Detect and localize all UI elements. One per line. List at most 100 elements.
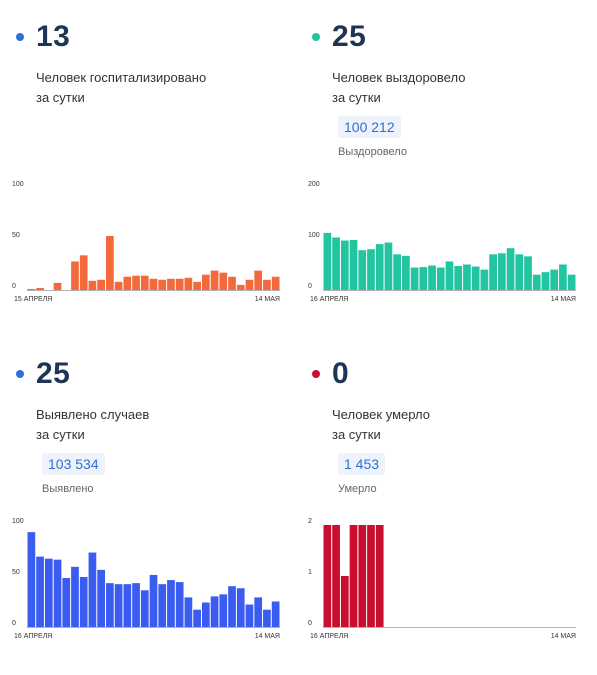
deaths-description: Человек умерло за сутки: [332, 405, 430, 445]
hospitalized-line2: за сутки: [36, 90, 85, 105]
bar: [358, 250, 367, 290]
recovered-line2: за сутки: [332, 90, 381, 105]
bar: [375, 525, 384, 627]
recovered-line1: Человек выздоровело: [332, 70, 466, 85]
bar: [367, 249, 375, 290]
bar: [106, 235, 114, 290]
hospitalized-description: Человек госпитализировано за сутки: [36, 68, 206, 108]
bar: [167, 278, 175, 290]
x-start-label: 16 АПРЕЛЯ: [310, 633, 348, 640]
bar: [149, 278, 158, 290]
bar: [53, 559, 62, 627]
bar: [254, 597, 263, 627]
bar: [210, 270, 219, 290]
y-tick-label: 100: [308, 232, 320, 239]
cases-line2: за сутки: [36, 427, 85, 442]
bar: [219, 594, 228, 627]
hospitalized-dot-icon: [16, 33, 24, 41]
recovered-total: 100 212: [338, 116, 401, 138]
bar: [236, 588, 245, 627]
bar: [236, 284, 245, 290]
bar: [175, 582, 184, 627]
cases-description: Выявлено случаев за сутки: [36, 405, 149, 445]
cases-value: 25: [36, 357, 71, 390]
bar: [454, 266, 463, 290]
y-tick-label: 50: [12, 232, 20, 239]
y-tick-label: 100: [12, 518, 24, 525]
cases-dot-icon: [16, 370, 24, 378]
bar: [384, 242, 393, 290]
bar: [332, 237, 340, 290]
bar: [175, 278, 184, 290]
bar: [27, 288, 36, 290]
bar: [419, 267, 428, 290]
bar: [340, 576, 349, 627]
hospitalized-chart: 0 50 100 15 АПРЕЛЯ 14 МАЯ: [12, 181, 280, 303]
x-end-label: 14 МАЯ: [551, 296, 576, 303]
bar: [27, 532, 36, 627]
bar: [524, 256, 532, 290]
bar: [480, 269, 489, 290]
bar: [88, 280, 97, 290]
deaths-card: 0 Человек умерло за сутки 1 453 Умерло 0…: [308, 355, 597, 675]
bar: [201, 602, 210, 627]
x-start-label: 16 АПРЕЛЯ: [310, 296, 348, 303]
bar: [114, 584, 123, 627]
bar: [445, 261, 454, 290]
bar: [193, 281, 201, 290]
bar: [210, 596, 219, 627]
bar: [358, 525, 367, 627]
bar: [263, 609, 271, 627]
bar: [71, 261, 79, 290]
bar: [71, 566, 79, 627]
bar: [375, 244, 384, 290]
bar: [167, 580, 175, 627]
bar: [410, 267, 419, 290]
bar: [184, 277, 193, 290]
deaths-total: 1 453: [338, 453, 386, 475]
bar: [245, 604, 254, 627]
x-end-label: 14 МАЯ: [255, 633, 280, 640]
bar: [184, 597, 193, 627]
bar: [323, 232, 332, 290]
bar: [271, 601, 280, 627]
bar: [140, 275, 149, 290]
recovered-chart: 0 100 200 16 АПРЕЛЯ 14 МАЯ: [308, 181, 576, 303]
bar: [79, 255, 88, 290]
bar: [515, 254, 524, 290]
hospitalized-line1: Человек госпитализировано: [36, 70, 207, 85]
bar: [106, 583, 114, 627]
bar: [158, 279, 167, 290]
bar: [559, 264, 567, 290]
hospitalized-value: 13: [36, 20, 71, 53]
bar: [201, 274, 210, 290]
hospitalized-card: 13 Человек госпитализировано за сутки 0 5…: [12, 18, 302, 338]
bar: [97, 279, 106, 290]
bar: [332, 525, 340, 627]
bar: [123, 584, 132, 627]
bar: [88, 552, 97, 627]
x-start-label: 15 АПРЕЛЯ: [14, 296, 52, 303]
bar: [228, 276, 236, 290]
bar: [471, 266, 480, 290]
x-end-label: 14 МАЯ: [551, 633, 576, 640]
bar: [271, 276, 280, 290]
bar: [393, 254, 402, 290]
x-end-label: 14 МАЯ: [255, 296, 280, 303]
bar: [497, 253, 506, 290]
recovered-dot-icon: [312, 33, 320, 41]
bar: [349, 525, 358, 627]
bar: [541, 272, 550, 290]
bar: [123, 276, 132, 290]
bar: [489, 254, 497, 290]
y-tick-label: 0: [308, 620, 312, 627]
y-tick-label: 50: [12, 569, 20, 576]
bar: [140, 590, 149, 627]
bar: [44, 558, 53, 627]
deaths-line2: за сутки: [332, 427, 381, 442]
bar: [149, 574, 158, 627]
bar: [532, 274, 541, 290]
bar: [97, 569, 106, 627]
deaths-value: 0: [332, 357, 350, 390]
bar: [36, 287, 44, 290]
